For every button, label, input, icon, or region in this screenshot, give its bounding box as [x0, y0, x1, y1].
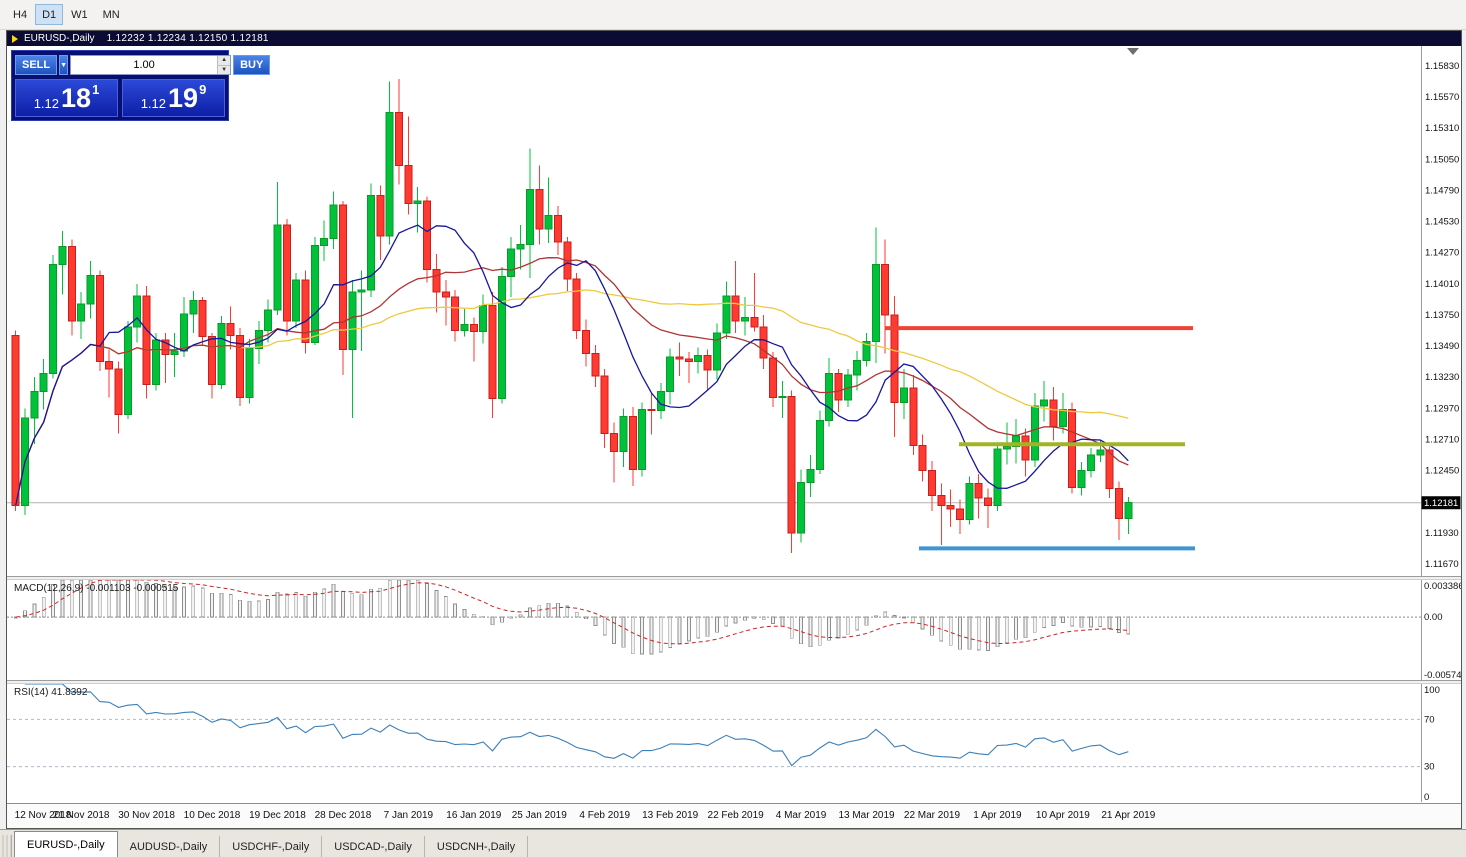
chart-tab-bar: EURUSD-,Daily AUDUSD-,Daily USDCHF-,Daily U…: [0, 829, 1466, 857]
date-tick-label: 22 Feb 2019: [707, 810, 764, 821]
buy-price-button[interactable]: 1.12 19 9: [122, 79, 225, 117]
svg-text:1.14530: 1.14530: [1425, 217, 1459, 228]
rsi-pane-canvas[interactable]: 100 70 30 0: [7, 684, 1461, 802]
date-tick-label: 12 Nov 2018: [14, 810, 72, 821]
ma-mid-line[interactable]: [15, 257, 1129, 506]
svg-text:1.13490: 1.13490: [1425, 341, 1459, 352]
svg-text:-0.00574: -0.00574: [1424, 670, 1461, 680]
bid-price-prefix: 1.12: [33, 95, 60, 111]
sell-button[interactable]: SELL: [15, 55, 58, 75]
svg-text:1.14790: 1.14790: [1425, 185, 1459, 196]
chart-window: EURUSD-,Daily 1.12232 1.12234 1.12150 1.…: [6, 30, 1462, 829]
chart-ohlc-quotes: 1.12232 1.12234 1.12150 1.12181: [106, 33, 269, 44]
macd-pane-canvas[interactable]: 0.003386 0.00 -0.00574: [7, 580, 1461, 680]
date-tick-label: 10 Apr 2019: [1035, 810, 1090, 821]
rsi-line: [25, 684, 1129, 767]
candlestick-series[interactable]: [11, 79, 1133, 554]
volume-spinner: ▲ ▼: [217, 56, 231, 74]
svg-text:1.12181: 1.12181: [1424, 498, 1458, 509]
date-tick-label: 4 Mar 2019: [775, 810, 827, 821]
date-axis[interactable]: 12 Nov 2018 21 Nov 2018 30 Nov 2018 10 Dec …: [7, 803, 1461, 828]
volume-dropdown-button[interactable]: ▼: [59, 55, 69, 75]
date-tick-label: 19 Dec 2018: [249, 810, 306, 821]
ask-price-pipette: 9: [199, 81, 207, 97]
svg-text:1.15830: 1.15830: [1425, 61, 1459, 72]
macd-indicator-label: MACD(12,26,9) -0.001103 -0.000515: [14, 583, 179, 594]
svg-text:0.00: 0.00: [1424, 612, 1443, 623]
pane-splitter[interactable]: [7, 576, 1461, 580]
macd-histogram: [13, 580, 1131, 655]
svg-text:0.003386: 0.003386: [1424, 581, 1461, 592]
date-tick-label: 10 Dec 2018: [183, 810, 241, 821]
date-tick-label: 21 Nov 2018: [52, 810, 110, 821]
svg-text:30: 30: [1424, 762, 1435, 773]
svg-text:1.11930: 1.11930: [1425, 528, 1459, 539]
volume-field-wrap: ▲ ▼: [70, 55, 232, 75]
chart-symbol-arrow-icon: [12, 34, 18, 43]
svg-text:100: 100: [1424, 685, 1440, 696]
timeframe-button-group: H4 D1 W1 MN: [6, 4, 127, 25]
tab-audusd-daily[interactable]: AUDUSD-,Daily: [118, 836, 221, 857]
tab-usdcnh-daily[interactable]: USDCNH-,Daily: [425, 836, 529, 857]
date-tick-label: 4 Feb 2019: [579, 810, 631, 821]
rsi-indicator-label: RSI(14) 41.8392: [14, 687, 88, 698]
pane-splitter[interactable]: [7, 680, 1461, 684]
date-tick-label: 21 Apr 2019: [1101, 810, 1156, 821]
date-tick-label: 16 Jan 2019: [446, 810, 502, 821]
svg-text:1.13750: 1.13750: [1425, 310, 1459, 321]
tab-eurusd-daily[interactable]: EURUSD-,Daily: [14, 831, 118, 857]
svg-text:1.12970: 1.12970: [1425, 403, 1459, 414]
svg-text:0: 0: [1424, 792, 1429, 802]
timeframe-w1-button[interactable]: W1: [64, 4, 95, 25]
date-tick-label: 1 Apr 2019: [973, 810, 1022, 821]
date-tick-label: 22 Mar 2019: [903, 810, 961, 821]
svg-text:1.15310: 1.15310: [1425, 123, 1459, 134]
date-tick-label: 13 Feb 2019: [642, 810, 699, 821]
svg-text:1.14010: 1.14010: [1425, 279, 1459, 290]
svg-text:1.13230: 1.13230: [1425, 372, 1459, 383]
volume-input[interactable]: [71, 56, 218, 74]
date-tick-label: 30 Nov 2018: [118, 810, 175, 821]
timeframe-mn-button[interactable]: MN: [96, 4, 127, 25]
ma-fast-line[interactable]: [15, 224, 1129, 506]
current-price-badge: [1421, 496, 1461, 510]
volume-increase-button[interactable]: ▲: [218, 56, 231, 66]
price-chart-canvas[interactable]: 1.15830 1.15570 1.15310 1.15050 1.14790 1.145…: [7, 46, 1461, 576]
top-toolbar: H4 D1 W1 MN: [0, 0, 1466, 30]
date-tick-label: 7 Jan 2019: [383, 810, 434, 821]
ask-price-main: 19: [168, 82, 199, 113]
timeframe-h4-button[interactable]: H4: [6, 4, 34, 25]
chart-tabs: EURUSD-,Daily AUDUSD-,Daily USDCHF-,Daily U…: [14, 830, 529, 857]
buy-button[interactable]: BUY: [233, 55, 271, 75]
bid-price-pipette: 1: [92, 81, 100, 97]
date-tick-label: 25 Jan 2019: [511, 810, 567, 821]
tab-usdchf-daily[interactable]: USDCHF-,Daily: [220, 836, 323, 857]
svg-text:70: 70: [1424, 714, 1435, 725]
chart-shift-marker-icon[interactable]: [1127, 48, 1139, 55]
chevron-down-icon: ▼: [60, 61, 68, 69]
date-tick-label: 28 Dec 2018: [314, 810, 372, 821]
timeframe-d1-button[interactable]: D1: [35, 4, 64, 25]
svg-text:1.15570: 1.15570: [1425, 92, 1459, 103]
volume-decrease-button[interactable]: ▼: [218, 65, 231, 74]
svg-text:1.11670: 1.11670: [1425, 559, 1459, 570]
chart-title-bar: EURUSD-,Daily 1.12232 1.12234 1.12150 1.…: [7, 31, 1461, 46]
one-click-trading-panel: SELL ▼ ▲ ▼ BUY 1.12 18 1 1.12 19 9: [11, 50, 271, 121]
tab-scroll-grip[interactable]: [2, 835, 12, 857]
bid-price-main: 18: [61, 82, 92, 113]
date-tick-label: 13 Mar 2019: [838, 810, 895, 821]
svg-text:1.15050: 1.15050: [1425, 154, 1459, 165]
svg-text:1.12450: 1.12450: [1425, 466, 1459, 477]
svg-text:1.14270: 1.14270: [1425, 248, 1459, 259]
sell-price-button[interactable]: 1.12 18 1: [15, 79, 118, 117]
tab-usdcad-daily[interactable]: USDCAD-,Daily: [322, 836, 425, 857]
ask-price-prefix: 1.12: [140, 95, 167, 111]
chart-title: EURUSD-,Daily: [24, 33, 95, 44]
svg-text:1.12710: 1.12710: [1425, 434, 1459, 445]
